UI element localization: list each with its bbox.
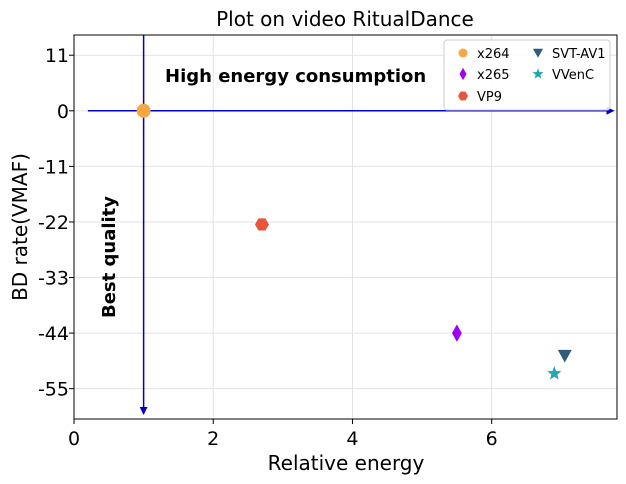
chart-title: Plot on video RitualDance (216, 7, 474, 31)
y-tick-label: -22 (38, 212, 69, 234)
legend-label: SVT-AV1 (552, 47, 606, 62)
legend-marker-vp9 (458, 91, 468, 101)
axis-ticks: 0 2 4 6 11 0 -11 -22 -33 -44 -55 (38, 45, 498, 450)
y-tick-label: -55 (38, 379, 69, 401)
data-points (136, 103, 572, 380)
legend-box (443, 39, 611, 111)
legend-label: x264 (477, 47, 510, 62)
legend-marker-x264 (458, 48, 468, 58)
legend-entry-vvenc: VVenC (532, 68, 594, 83)
y-tick-label: -11 (38, 156, 69, 178)
x-tick-label: 4 (346, 428, 358, 450)
legend-label: x265 (477, 68, 510, 83)
data-point-svt-av1 (557, 349, 572, 363)
legend: x264 x265 VP9 SVT-AV1 VVenC (443, 39, 611, 111)
data-point-vp9 (254, 218, 269, 231)
plot-frame (73, 34, 618, 420)
y-tick-label: 0 (57, 101, 69, 123)
y-tick-label: -44 (38, 323, 69, 345)
annotation-best-quality: Best quality (99, 196, 120, 318)
data-point-x265 (451, 324, 462, 342)
legend-label: VVenC (552, 68, 594, 83)
legend-entry-svt-av1: SVT-AV1 (533, 47, 606, 62)
legend-marker-svt-av1 (533, 48, 543, 58)
legend-marker-x265 (459, 67, 467, 81)
data-point-x264 (136, 103, 151, 118)
x-tick-label: 2 (207, 428, 219, 450)
legend-entry-x264: x264 (458, 47, 510, 62)
y-axis-title: BD rate(VMAF) (8, 153, 32, 301)
x-tick-label: 6 (486, 428, 498, 450)
x-tick-label: 0 (68, 428, 80, 450)
annotation-high-energy: High energy consumption (165, 66, 426, 87)
legend-entry-x265: x265 (459, 67, 510, 83)
annotations: High energy consumption Best quality (99, 66, 426, 318)
legend-marker-vvenc (532, 68, 544, 79)
legend-entry-vp9: VP9 (458, 90, 502, 105)
legend-label: VP9 (477, 90, 502, 105)
data-point-vvenc (547, 366, 562, 380)
reference-lines (87, 35, 615, 415)
y-tick-label: -33 (38, 268, 69, 290)
y-tick-label: 11 (45, 45, 69, 67)
x-axis-title: Relative energy (268, 451, 425, 475)
